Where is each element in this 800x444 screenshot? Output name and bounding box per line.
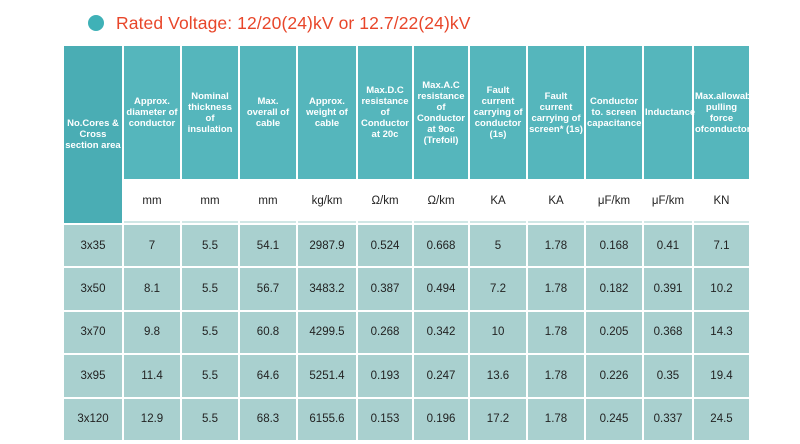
table-cell: 5251.4 [298,355,356,397]
table-cell: 13.6 [470,355,526,397]
header-cell: Fault current carrying of conductor (1s) [470,46,526,179]
table-cell: 0.247 [414,355,468,397]
table-cell: 0.391 [644,268,692,310]
unit-cell: μF/km [644,181,692,223]
header-cell: Conductor to. screen capacitance [586,46,642,179]
page-title: Rated Voltage: 12/20(24)kV or 12.7/22(24… [116,12,471,33]
table-cell: 0.668 [414,225,468,267]
table-cell: 3483.2 [298,268,356,310]
unit-cell: mm [240,181,296,223]
table-row: 3x50 8.1 5.5 56.7 3483.2 0.387 0.494 7.2… [64,268,749,310]
table-cell: 4299.5 [298,311,356,354]
unit-cell: Ω/km [414,181,468,223]
table-cell: 11.4 [124,355,180,397]
table-cell: 17.2 [470,398,526,440]
table-cell: 5.5 [182,268,238,310]
table-cell: 0.193 [358,355,412,397]
table-cell: 24.5 [694,398,749,440]
table-cell: 1.78 [528,355,584,397]
unit-cell: Ω/km [358,181,412,223]
table-cell: 1.78 [528,398,584,440]
table-cell: 8.1 [124,268,180,310]
table-cell: 0.168 [586,225,642,267]
header-row: No.Cores & Cross section area Approx. di… [64,46,759,223]
table-cell: 0.337 [644,398,692,440]
header-cell: Approx. diameter of conductor [124,46,180,179]
table-cell: 1.78 [528,268,584,310]
table-cell: 3x70 [64,311,122,354]
table-cell: 0.268 [358,311,412,354]
table-cell: 10 [470,311,526,354]
table-cell: 7 [124,225,180,267]
unit-row: mm mm mm kg/km Ω/km Ω/km KA KA μF/km μF/… [64,181,749,223]
header-cell: Max.allowable pulling force ofconductor [694,46,759,179]
bullet-dot-icon [88,15,104,31]
table-cell: 1.78 [528,225,584,267]
table-cell: 0.41 [644,225,692,267]
unit-cell: mm [182,181,238,223]
table-cell: 1.78 [528,311,584,354]
table-cell: 0.35 [644,355,692,397]
table-cell: 3x35 [64,225,122,267]
table-cell: 19.4 [694,355,749,397]
table-cell: 2987.9 [298,225,356,267]
table-cell: 3x120 [64,398,122,440]
table-cell: 0.524 [358,225,412,267]
table-cell: 0.387 [358,268,412,310]
unit-cell: kg/km [298,181,356,223]
header-cell: Inductance [644,46,695,179]
unit-cell: KN [694,181,749,223]
header-cell: Nominal thickness of insulation [182,46,238,179]
table-cell: 3x95 [64,355,122,397]
header-cell: Max.A.C resistance of Conductor at 9oc (… [414,46,468,179]
table-cell: 64.6 [240,355,296,397]
table-row: 3x70 9.8 5.5 60.8 4299.5 0.268 0.342 10 … [64,311,749,354]
header-cell: No.Cores & Cross section area [64,46,122,223]
table-cell: 5.5 [182,311,238,354]
table-cell: 0.182 [586,268,642,310]
table-cell: 68.3 [240,398,296,440]
table-cell: 0.342 [414,311,468,354]
table-cell: 5.5 [182,398,238,440]
table-cell: 10.2 [694,268,749,310]
table-cell: 54.1 [240,225,296,267]
table-cell: 0.368 [644,311,692,354]
header-cell: Max. overall of cable [240,46,296,179]
table-cell: 0.245 [586,398,642,440]
table-cell: 6155.6 [298,398,356,440]
table-row: 3x95 11.4 5.5 64.6 5251.4 0.193 0.247 13… [64,355,749,397]
unit-cell: KA [528,181,584,223]
unit-cell: mm [124,181,180,223]
table-cell: 5 [470,225,526,267]
table-cell: 7.2 [470,268,526,310]
table-cell: 12.9 [124,398,180,440]
header-cell: Fault current carrying of screen* (1s) [528,46,584,179]
table-cell: 9.8 [124,311,180,354]
header-cell: Approx. weight of cable [298,46,356,179]
table-cell: 0.153 [358,398,412,440]
unit-cell: μF/km [586,181,642,223]
table-cell: 3x50 [64,268,122,310]
table-cell: 5.5 [182,355,238,397]
table-cell: 5.5 [182,225,238,267]
table-cell: 14.3 [694,311,749,354]
table-row: 3x120 12.9 5.5 68.3 6155.6 0.153 0.196 1… [64,398,749,440]
table-cell: 56.7 [240,268,296,310]
header-cell: Max.D.C resistance of Conductor at 20c [358,46,412,179]
spec-table: No.Cores & Cross section area Approx. di… [62,44,759,442]
table-cell: 60.8 [240,311,296,354]
title-row: Rated Voltage: 12/20(24)kV or 12.7/22(24… [88,8,471,38]
table-row: 3x35 7 5.5 54.1 2987.9 0.524 0.668 5 1.7… [64,225,749,267]
table-cell: 0.494 [414,268,468,310]
table-cell: 0.226 [586,355,642,397]
table-cell: 0.205 [586,311,642,354]
unit-cell: KA [470,181,526,223]
table-cell: 0.196 [414,398,468,440]
table-cell: 7.1 [694,225,749,267]
